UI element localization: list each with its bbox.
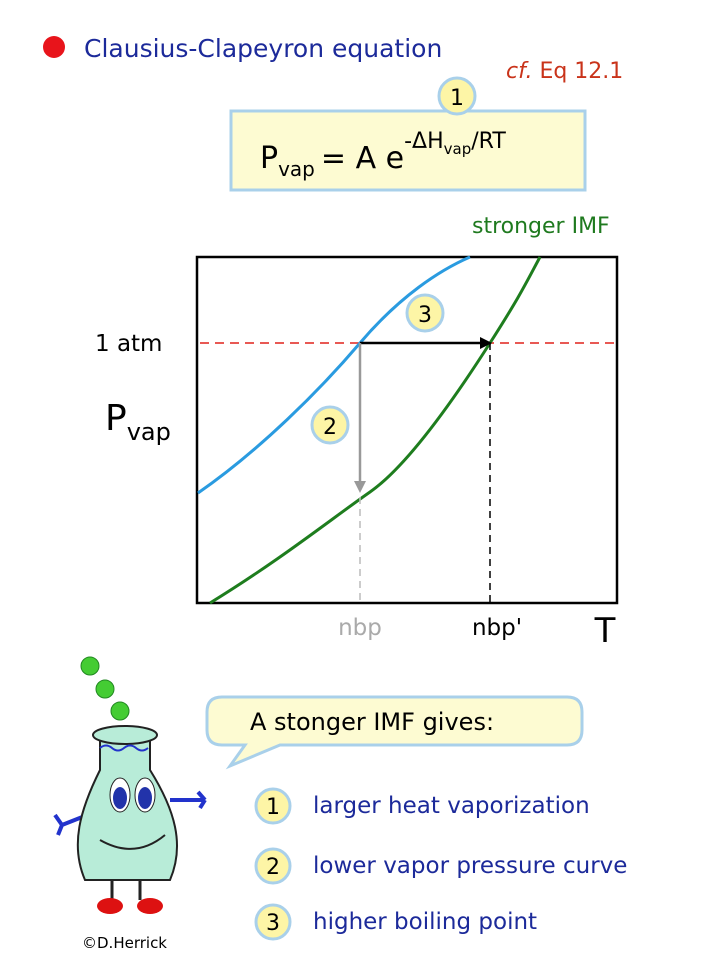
badge bbox=[437, 76, 477, 116]
callout-text: A stonger IMF gives: bbox=[250, 708, 494, 736]
badge-number: 2 bbox=[266, 855, 280, 880]
plot-frame bbox=[195, 255, 619, 605]
badge bbox=[254, 847, 292, 885]
badge-number: 2 bbox=[323, 415, 337, 440]
reference-text: Eq 12.1 bbox=[539, 59, 623, 84]
badge bbox=[405, 293, 445, 333]
reference: cf. Eq 12.1 bbox=[506, 59, 623, 84]
y-axis-sub: vap bbox=[127, 418, 171, 446]
badge-number: 1 bbox=[450, 86, 464, 111]
badge-number: 3 bbox=[418, 303, 432, 328]
y-axis-label: Pvap bbox=[105, 398, 171, 446]
pressure-label: 1 atm bbox=[95, 331, 162, 357]
badge-number: 3 bbox=[266, 911, 280, 936]
list: 1 larger heat vaporization 2 lower vapor pr… bbox=[254, 787, 627, 941]
x-axis-label: T bbox=[594, 611, 616, 651]
eq-p: P bbox=[260, 141, 278, 176]
badge bbox=[254, 903, 292, 941]
badge-number: 1 bbox=[266, 795, 280, 820]
equation-box bbox=[229, 109, 587, 192]
curve-strong bbox=[209, 256, 542, 605]
y-axis-main: P bbox=[105, 398, 127, 439]
list-item: higher boiling point bbox=[313, 909, 537, 935]
credit: ©D.Herrick bbox=[82, 934, 167, 952]
nbp-label: nbp bbox=[338, 615, 382, 641]
callout bbox=[205, 695, 584, 770]
reference-prefix: cf. bbox=[506, 59, 532, 84]
eq-exp: -ΔH bbox=[404, 129, 444, 154]
eq-sub: vap bbox=[278, 157, 315, 181]
badge bbox=[310, 405, 350, 445]
arrowhead-3 bbox=[480, 337, 492, 349]
title: Clausius-Clapeyron equation bbox=[84, 34, 442, 63]
list-item: lower vapor pressure curve bbox=[313, 853, 627, 879]
arrowhead-2 bbox=[354, 481, 366, 493]
bullet bbox=[43, 36, 65, 58]
eq-rhs: = A e bbox=[321, 141, 404, 176]
badge bbox=[254, 787, 292, 825]
eq-exp-tail: /RT bbox=[471, 129, 506, 154]
list-item: larger heat vaporization bbox=[313, 793, 590, 819]
curve-weak bbox=[197, 255, 471, 495]
eq-exp-sub: vap bbox=[444, 140, 472, 158]
curve-label: stronger IMF bbox=[472, 214, 610, 239]
equation: Pvap = A e-ΔHvap/RT bbox=[260, 129, 506, 181]
nbp-prime-label: nbp' bbox=[472, 615, 522, 641]
mascot bbox=[53, 656, 207, 914]
